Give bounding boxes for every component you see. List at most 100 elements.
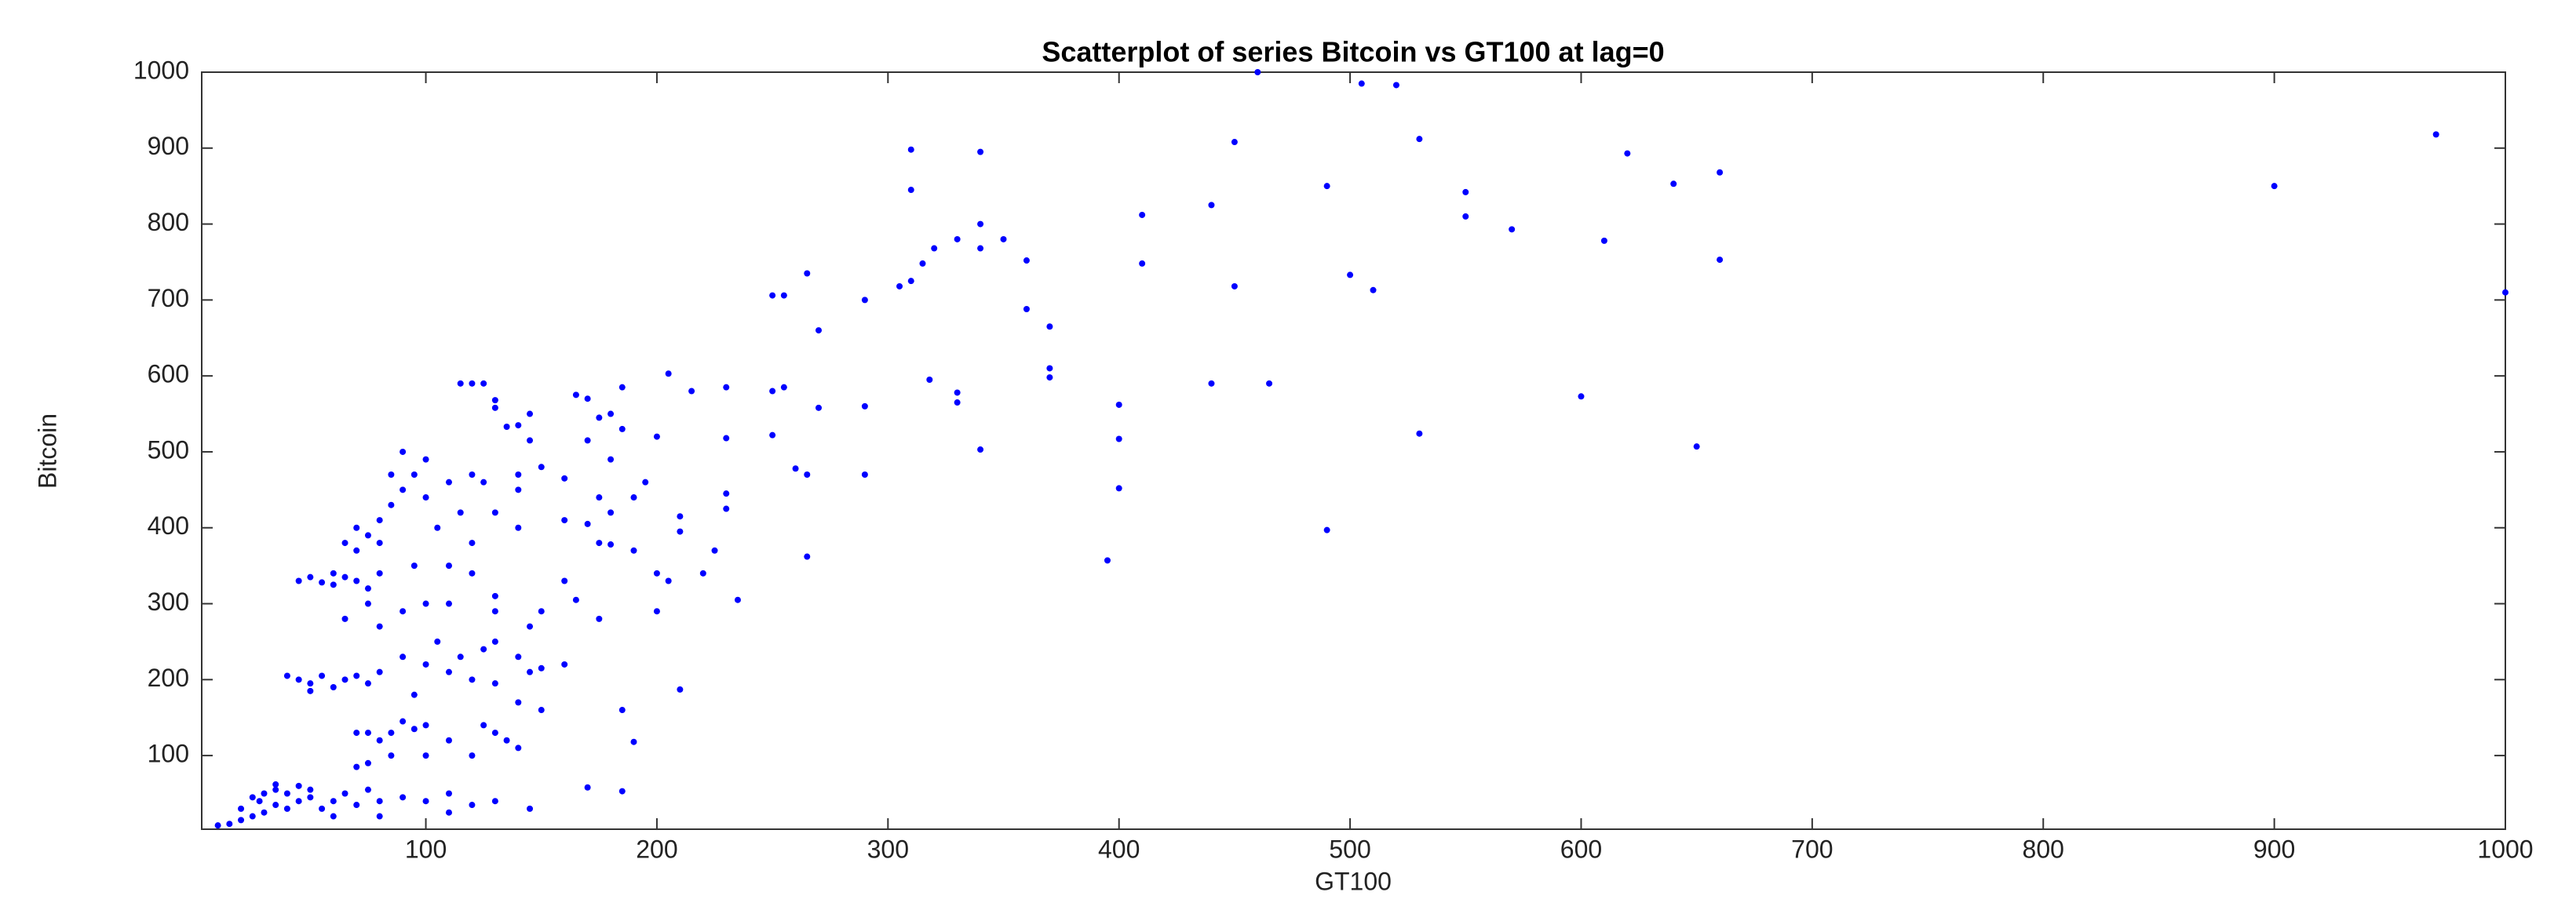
point (353, 524, 360, 531)
point (376, 540, 383, 547)
point (388, 471, 395, 478)
point (977, 245, 984, 252)
point (1624, 150, 1631, 157)
x-tick-label: 600 (1560, 835, 1602, 863)
point (977, 148, 984, 155)
point (630, 738, 637, 745)
point (804, 553, 811, 560)
point (445, 668, 452, 675)
point (596, 494, 603, 501)
y-tick-label: 100 (148, 740, 189, 768)
point (515, 422, 522, 429)
point (780, 292, 787, 299)
point (1139, 260, 1146, 267)
point (353, 730, 360, 737)
point (261, 790, 268, 797)
point (1104, 557, 1111, 564)
point (400, 718, 407, 725)
point (457, 653, 464, 661)
point (295, 798, 302, 805)
point (1115, 485, 1122, 492)
point (295, 577, 302, 584)
point (469, 802, 476, 809)
point (977, 446, 984, 453)
point (1578, 393, 1585, 400)
point (1693, 443, 1700, 450)
point (480, 646, 487, 653)
point (711, 547, 718, 554)
point (1023, 305, 1030, 312)
point (584, 395, 591, 402)
y-tick-label: 1000 (133, 56, 189, 84)
point (319, 672, 326, 679)
point (653, 608, 660, 615)
point (653, 570, 660, 577)
point (491, 638, 498, 645)
point (388, 501, 395, 508)
point (561, 517, 568, 524)
point (341, 790, 348, 797)
point (388, 730, 395, 737)
point (572, 391, 579, 399)
point (527, 623, 534, 630)
point (480, 380, 487, 387)
point (515, 699, 522, 706)
point (410, 562, 418, 570)
point (1347, 271, 1354, 278)
point (353, 802, 360, 809)
y-tick-label: 500 (148, 435, 189, 464)
point (491, 798, 498, 805)
point (376, 570, 383, 577)
point (261, 809, 268, 816)
point (491, 397, 498, 404)
y-tick-label: 400 (148, 511, 189, 540)
point (364, 730, 371, 737)
point (341, 573, 348, 581)
point (353, 547, 360, 554)
point (688, 388, 695, 395)
point (249, 813, 256, 820)
point (618, 384, 626, 391)
point (1231, 282, 1238, 289)
point (608, 509, 615, 516)
point (364, 759, 371, 766)
point (445, 600, 452, 607)
point (214, 822, 221, 829)
point (376, 813, 383, 820)
point (469, 676, 476, 683)
x-tick-label: 1000 (2477, 835, 2533, 863)
point (491, 509, 498, 516)
point (608, 541, 615, 548)
point (1358, 80, 1365, 87)
point (376, 623, 383, 630)
point (1462, 188, 1469, 195)
point (919, 260, 926, 267)
point (804, 471, 811, 478)
point (584, 784, 591, 791)
point (410, 691, 418, 698)
point (527, 410, 534, 417)
x-tick-label: 500 (1329, 835, 1370, 863)
point (422, 600, 429, 607)
point (954, 389, 961, 396)
point (618, 707, 626, 714)
point (445, 809, 452, 816)
point (815, 327, 823, 334)
point (238, 817, 245, 824)
point (572, 596, 579, 603)
point (630, 547, 637, 554)
y-tick-label: 600 (148, 360, 189, 388)
point (2271, 183, 2278, 190)
point (1509, 226, 1516, 233)
x-tick-label: 400 (1098, 835, 1140, 863)
x-tick-label: 300 (867, 835, 909, 863)
point (272, 781, 279, 788)
point (926, 377, 933, 384)
point (677, 686, 684, 693)
point (861, 402, 868, 410)
point (256, 798, 263, 805)
point (400, 653, 407, 661)
point (480, 479, 487, 486)
point (1392, 82, 1399, 89)
